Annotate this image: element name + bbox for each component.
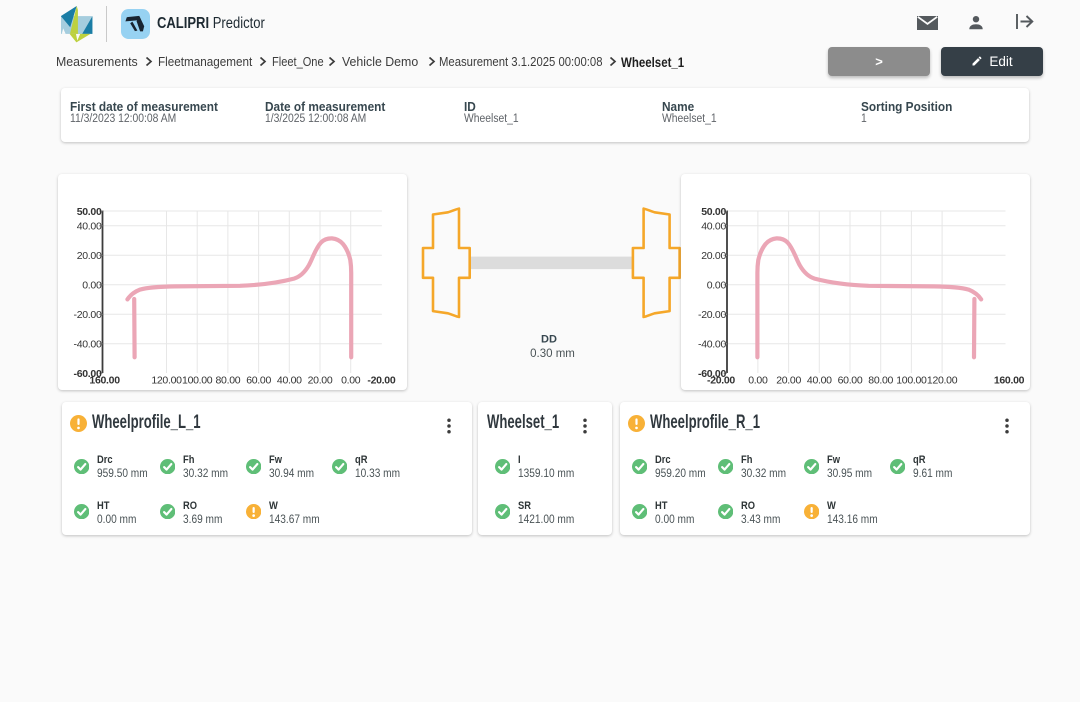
svg-text:DD: DD: [541, 334, 557, 346]
svg-text:20.00: 20.00: [776, 375, 801, 387]
svg-text:120.00: 120.00: [151, 375, 182, 387]
svg-text:100.00: 100.00: [896, 375, 927, 387]
svg-text:40.00: 40.00: [77, 221, 102, 233]
svg-text:80.00: 80.00: [868, 375, 893, 387]
svg-text:120.00: 120.00: [927, 375, 958, 387]
svg-text:40.00: 40.00: [807, 375, 832, 387]
svg-text:0.00: 0.00: [82, 280, 102, 292]
svg-text:0.00: 0.00: [748, 375, 768, 387]
svg-text:-40.00: -40.00: [698, 339, 726, 351]
svg-text:-20.00: -20.00: [74, 309, 102, 321]
svg-text:80.00: 80.00: [216, 375, 241, 387]
svg-text:-60.00: -60.00: [74, 368, 102, 380]
svg-text:-40.00: -40.00: [74, 339, 102, 351]
svg-text:0.00: 0.00: [707, 280, 727, 292]
svg-text:160.00: 160.00: [89, 375, 120, 387]
svg-text:-20.00: -20.00: [707, 375, 735, 387]
svg-text:60.00: 60.00: [246, 375, 271, 387]
svg-text:-20.00: -20.00: [367, 375, 395, 387]
svg-text:100.00: 100.00: [182, 375, 213, 387]
svg-text:40.00: 40.00: [701, 221, 726, 233]
svg-text:160.00: 160.00: [994, 375, 1025, 387]
svg-text:50.00: 50.00: [701, 206, 726, 218]
svg-text:0.00: 0.00: [341, 375, 361, 387]
svg-text:20.00: 20.00: [77, 250, 102, 262]
svg-text:60.00: 60.00: [838, 375, 863, 387]
svg-text:20.00: 20.00: [308, 375, 333, 387]
svg-text:-20.00: -20.00: [698, 309, 726, 321]
svg-text:0.30 mm: 0.30 mm: [530, 348, 575, 360]
svg-text:-60.00: -60.00: [698, 368, 726, 380]
svg-text:40.00: 40.00: [277, 375, 302, 387]
svg-text:20.00: 20.00: [701, 250, 726, 262]
svg-text:50.00: 50.00: [77, 206, 102, 218]
